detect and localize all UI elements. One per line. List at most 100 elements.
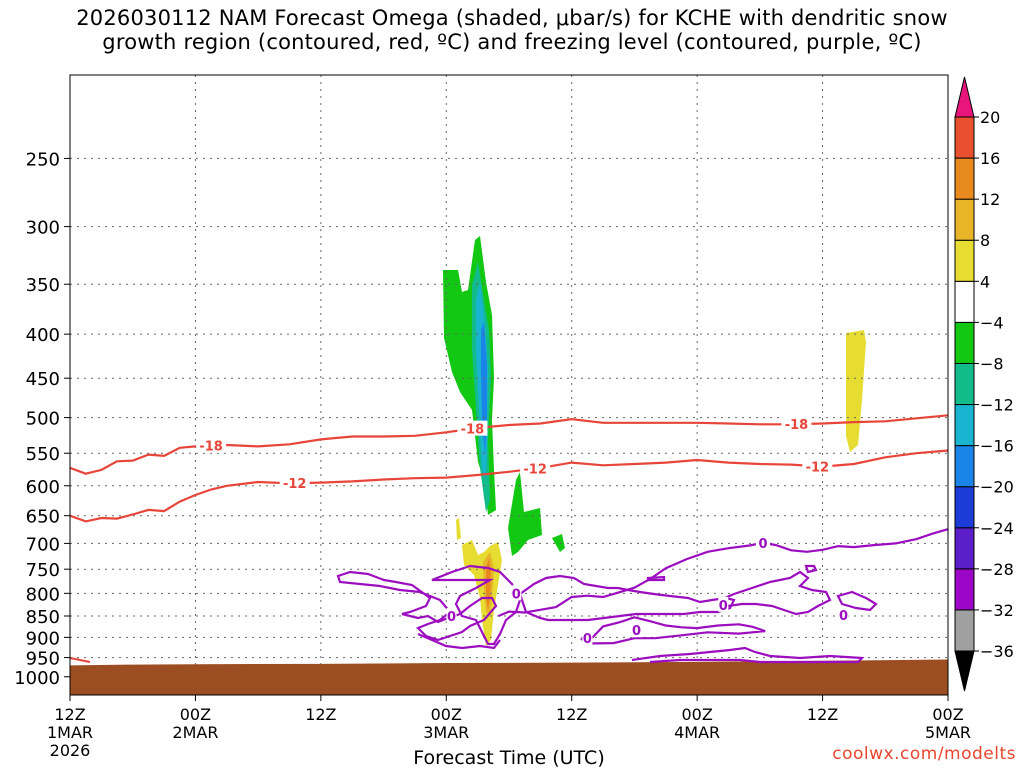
x-tick-label: 12Z [305,705,336,724]
contour-label-minus12: -12 [806,460,830,475]
freezing-contour-loop-6 [804,564,818,574]
y-axis: 2503003504004505005506006507007508008509… [14,149,70,689]
y-tick-label: 400 [26,325,60,346]
colorbar-over-triangle [954,76,975,118]
contour-minus12 [69,449,949,523]
colorbar-label: −16 [980,437,1014,456]
colorbar-label: −28 [980,560,1014,579]
freezing-contour-lower-left [417,632,501,650]
contour-label-freezing-bg [838,607,849,623]
colorbar-segment [954,527,975,570]
y-tick-label: 850 [26,607,60,628]
colorbar-under-triangle [954,650,975,692]
freezing-contour-loop-5 [836,590,878,612]
minus18-contour-left-edge [69,657,91,663]
contour-label-freezing-bg [582,630,593,646]
y-tick-label: 950 [26,649,60,670]
colorbar-label: 16 [980,149,1000,168]
y-tick-label: 250 [26,149,60,170]
y-tick-label: 550 [26,444,60,465]
contour-label-minus18: -18 [461,423,485,438]
contour-freezing-upper [498,528,949,618]
contour-label-freezing: 0 [583,632,592,647]
colorbar-label: 4 [980,272,990,291]
colorbar-segment [954,280,975,323]
x-tick-label: 5MAR [925,723,971,742]
x-tick-label: 12Z [54,705,85,724]
x-tick-label: 00Z [431,705,462,724]
y-tick-label: 600 [26,477,60,498]
contour-freezing-lower [579,616,766,645]
contour-label-freezing-bg [755,534,770,550]
contour-label-minus12-bg [802,458,833,474]
colorbar-segment [954,609,975,652]
y-tick-label: 300 [26,218,60,239]
colorbar-segment [954,239,975,282]
x-tick-label: 00Z [180,705,211,724]
colorbar-label: −12 [980,396,1014,415]
x-axis-label: Forecast Time (UTC) [413,747,604,768]
colorbar-segment [954,157,975,200]
freezing-contour-loop-2 [431,564,522,646]
x-tick-label: 2026 [50,741,91,760]
plot-frame [69,74,949,696]
y-tick-label: 800 [26,584,60,605]
colorbar-label: −36 [980,642,1014,661]
credit-text: coolwx.com/modelts [832,744,1016,764]
terrain-area [70,659,948,695]
contour-label-freezing: 0 [632,624,641,639]
colorbar-segment [954,198,975,241]
colorbar-segment [954,321,975,364]
omega-region-yellow-small [456,518,461,540]
freezing-contour-loop-1 [336,570,498,642]
contour-label-freezing-bg [631,622,642,638]
colorbar-label: −8 [980,354,1004,373]
contour-minus18 [69,414,949,475]
y-tick-label: 450 [26,369,60,390]
freezing-contour-near-surface [631,646,865,664]
colorbar-label: 8 [980,231,990,250]
plot-area [70,75,948,695]
colorbar-segment [954,404,975,447]
contour-lines [69,414,949,664]
contour-label-freezing: 0 [447,610,456,625]
contour-label-freezing: 0 [839,609,848,624]
x-tick-label: 00Z [681,705,712,724]
x-tick-label: 3MAR [423,723,469,742]
omega-region-green-lower-2 [552,534,565,552]
y-tick-label: 500 [26,409,60,430]
contour-label-freezing: 0 [512,587,521,602]
y-tick-label: 650 [26,507,60,528]
freezing-contour-loop-4 [717,570,832,616]
contour-labels: -18 -18 -18 -12 -12 -12 0 0 0 0 0 0 0 [196,416,849,647]
colorbar-label: 12 [980,190,1000,209]
contour-label-freezing-bg [718,596,729,612]
chart-title-line-2: growth region (contoured, red, ºC) and f… [102,30,922,54]
terrain-fill [70,659,948,695]
contour-label-minus12-bg [279,475,310,491]
x-tick-label: 12Z [807,705,838,724]
y-tick-label: 1000 [14,668,60,689]
omega-region-green-lower-1 [508,472,542,556]
colorbar-segment [954,445,975,488]
x-tick-label: 1MAR [47,723,93,742]
colorbar-segment [954,486,975,529]
y-tick-label: 350 [26,275,60,296]
colorbar-segment [954,362,975,406]
contour-label-minus18-bg [196,437,227,453]
x-tick-label: 2MAR [172,723,218,742]
contour-label-minus12: -12 [283,477,307,492]
colorbar-label: −20 [980,478,1014,497]
x-tick-label: 12Z [556,705,587,724]
contour-label-minus18: -18 [199,440,223,455]
colorbar-segment [954,568,975,611]
contour-label-minus18-bg [457,420,488,436]
colorbar-segment [954,116,975,159]
colorbar: −36 −32 −28 −24 −20 −16 −12 −8 −4 4 8 12 16 20 [954,76,1014,692]
y-tick-label: 700 [26,534,60,555]
contour-label-minus12: -12 [523,463,547,478]
chart-title-line-1: 2026030112 NAM Forecast Omega (shaded, μ… [76,6,948,30]
contour-label-freezing-bg [511,585,522,601]
